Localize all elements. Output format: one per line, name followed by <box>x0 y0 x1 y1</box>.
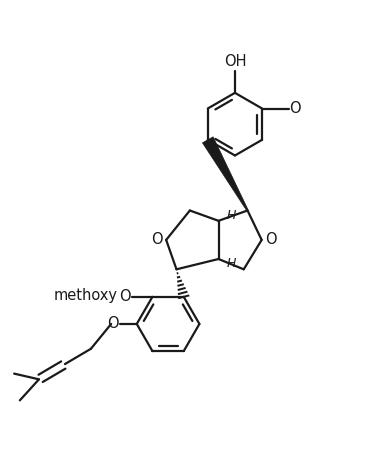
Text: O: O <box>290 101 301 116</box>
Text: O: O <box>265 232 277 248</box>
Text: O: O <box>107 317 118 331</box>
Text: O: O <box>151 232 162 248</box>
Polygon shape <box>202 137 248 211</box>
Text: O: O <box>119 289 131 304</box>
Text: methoxy: methoxy <box>54 288 118 303</box>
Text: OH: OH <box>224 54 246 69</box>
Text: H: H <box>227 208 236 222</box>
Text: H: H <box>227 257 236 270</box>
